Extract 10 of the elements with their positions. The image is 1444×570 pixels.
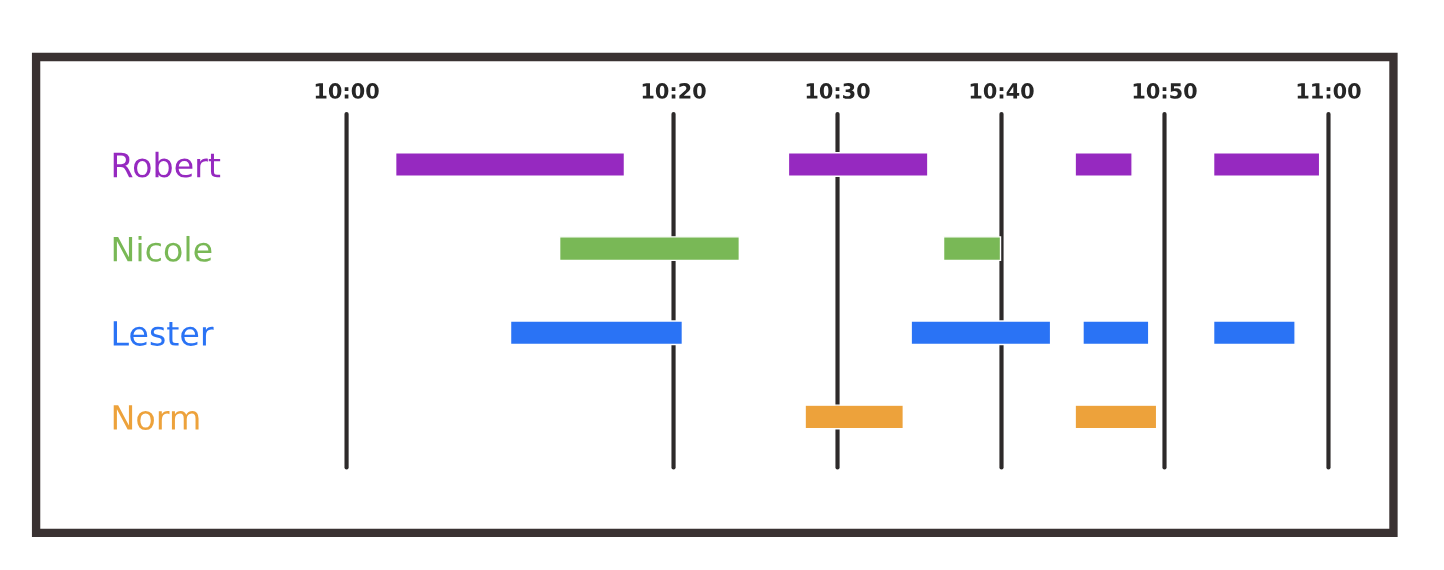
- x-tick-label: 11:00: [1297, 83, 1361, 99]
- x-tick-label: 10:50: [1133, 83, 1197, 99]
- y-tick-label: Lester: [113, 321, 214, 346]
- y-tick-label: Robert: [113, 151, 221, 178]
- x-tick-label: 10:20: [642, 83, 706, 99]
- x-tick-label: 10:40: [970, 83, 1034, 99]
- x-tick-label: 10:30: [806, 83, 870, 99]
- y-tick-label: Nicole: [113, 235, 212, 262]
- y-tick-label: Norm: [113, 405, 199, 431]
- x-tick-label: 10:00: [315, 83, 379, 99]
